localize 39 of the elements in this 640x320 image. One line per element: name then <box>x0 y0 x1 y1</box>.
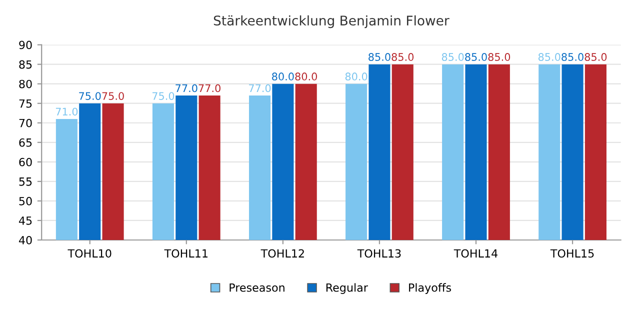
data-label: 85.0 <box>368 53 390 61</box>
y-tick-label: 40 <box>18 236 32 244</box>
y-tick-label: 90 <box>19 40 32 50</box>
x-tick-label: TOHL11 <box>164 249 208 258</box>
legend-label: Playoffs <box>409 283 452 294</box>
y-tick-label: 60 <box>19 158 32 166</box>
chart-title: Stärkeentwicklung Benjamin Flower <box>214 15 450 28</box>
data-label: 75.0 <box>79 92 101 100</box>
x-tick-label: TOHL10 <box>68 249 112 258</box>
data-label: 85.0 <box>584 53 607 61</box>
y-tick-label: 75 <box>19 99 32 108</box>
data-label: 75.0 <box>152 92 174 100</box>
data-label: 75.0 <box>102 92 124 100</box>
data-label: 80.0 <box>345 72 368 80</box>
data-label: 85.0 <box>465 53 487 61</box>
data-label: 85.0 <box>562 53 584 61</box>
data-label: 77.0 <box>249 84 271 92</box>
x-tick-label: TOHL13 <box>357 249 401 258</box>
legend-label: Regular <box>326 283 368 294</box>
data-label: 77.0 <box>198 84 220 92</box>
y-tick-label: 65 <box>19 138 32 147</box>
data-label: 85.0 <box>488 53 510 61</box>
x-tick-label: TOHL14 <box>454 249 498 258</box>
y-tick-label: 70 <box>19 118 32 128</box>
data-label: 85.0 <box>442 53 464 61</box>
data-label: 85.0 <box>538 53 560 61</box>
data-label: 77.0 <box>176 84 198 92</box>
y-tick-label: 85 <box>19 60 32 69</box>
data-label: 85.0 <box>392 53 414 61</box>
y-tick-label: 45 <box>18 216 32 225</box>
legend-label: Preseason <box>230 284 284 292</box>
x-tick-label: TOHL15 <box>550 249 594 258</box>
x-tick-label: TOHL12 <box>260 249 304 258</box>
y-tick-label: 55 <box>19 178 32 186</box>
y-tick-label: 80 <box>19 80 32 88</box>
data-label: 80.0 <box>272 72 294 80</box>
data-label: 80.0 <box>295 72 318 80</box>
y-tick-label: 50 <box>19 196 32 206</box>
data-label: 71.0 <box>56 108 78 116</box>
